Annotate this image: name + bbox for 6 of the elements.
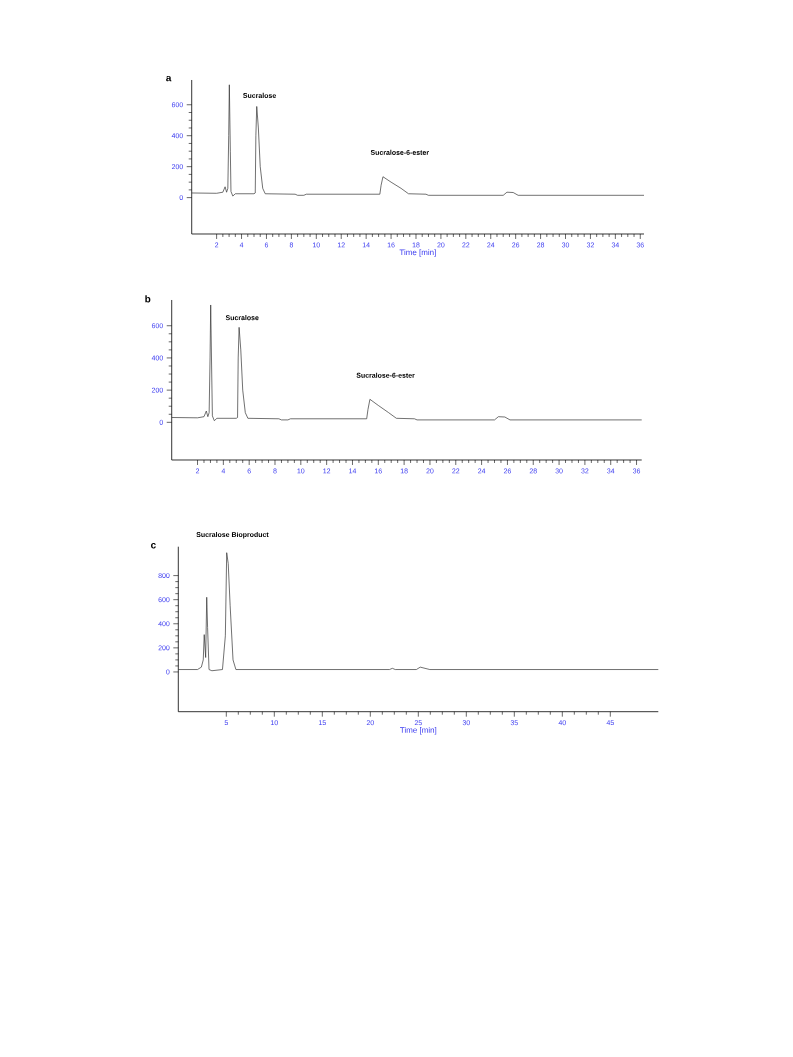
line-series	[177, 552, 659, 672]
line-series	[171, 304, 643, 422]
chart-title: b	[145, 295, 151, 303]
chart-title: a	[166, 75, 172, 82]
chart-title: c	[151, 542, 156, 549]
line-series	[191, 84, 645, 197]
